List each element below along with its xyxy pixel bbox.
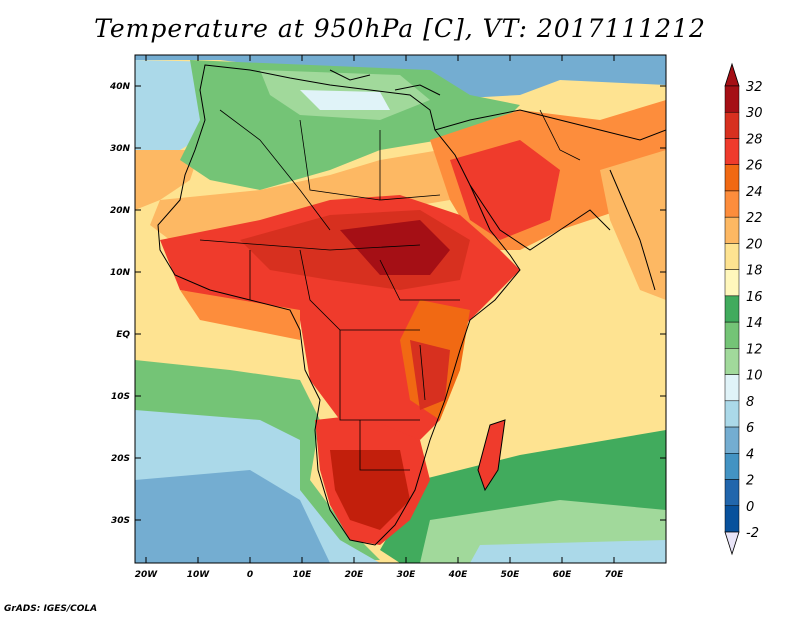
colorbar-swatch — [724, 321, 740, 349]
y-tick-label: 40N — [109, 82, 131, 92]
colorbar-swatch — [724, 400, 740, 428]
y-tick-label: 10N — [110, 268, 131, 278]
x-tick-label: 10E — [293, 570, 313, 580]
colorbar-label: 6 — [746, 421, 754, 436]
colorbar-label: 26 — [746, 159, 763, 174]
temperature-field — [135, 55, 666, 563]
y-tick-label: 10S — [111, 392, 130, 402]
colorbar-label: 10 — [746, 369, 763, 384]
colorbar-swatch — [724, 505, 740, 533]
plot-frame — [134, 54, 667, 564]
colorbar-label: 12 — [746, 342, 763, 357]
colorbar-label: 28 — [746, 132, 763, 147]
colorbar-label: 24 — [746, 185, 763, 200]
colorbar-swatch — [724, 243, 740, 270]
colorbar-bottom-arrow — [724, 531, 740, 556]
x-tick-label: 0 — [247, 570, 253, 580]
y-tick-label: EQ — [116, 330, 130, 340]
x-tick-label: 20W — [135, 570, 159, 580]
colorbar-label: 30 — [746, 106, 763, 121]
colorbar-swatch — [724, 374, 740, 402]
x-tick-label: 50E — [501, 570, 521, 580]
colorbar-label: 32 — [746, 80, 763, 95]
y-tick-label: 20N — [110, 206, 131, 216]
colorbar-swatch — [724, 111, 740, 139]
colorbar-swatch — [724, 295, 740, 323]
colorbar-label: 0 — [746, 500, 754, 515]
colorbar-label: -2 — [746, 526, 759, 541]
colorbar-label: 16 — [746, 290, 763, 305]
x-tick-label: 60E — [553, 570, 573, 580]
colorbar-label: 14 — [746, 316, 763, 331]
map-title: Temperature at 950hPa [C], VT: 201711121… — [94, 14, 706, 43]
y-tick-label: 30N — [110, 144, 131, 154]
colorbar-label: 8 — [746, 395, 754, 410]
y-axis: 40N 30N 20N 10N EQ 10S 20S 30S — [109, 82, 666, 526]
colorbar-swatch — [724, 216, 740, 244]
x-tick-label: 10W — [187, 570, 211, 580]
colorbar-label: 22 — [746, 211, 763, 226]
coastlines — [157, 64, 666, 546]
x-tick-label: 70E — [605, 570, 625, 580]
colorbar-swatch — [724, 164, 740, 192]
colorbar-label: 4 — [746, 447, 754, 462]
y-tick-label: 20S — [111, 454, 130, 464]
colorbar-swatch — [724, 190, 740, 218]
country-borders — [199, 109, 581, 471]
colorbar-swatch — [724, 426, 740, 454]
colorbar-swatch — [724, 453, 740, 480]
x-tick-label: 40E — [448, 570, 469, 580]
credit-text: GrADS: IGES/COLA — [4, 604, 98, 614]
x-tick-label: 30E — [397, 570, 417, 580]
colorbar-swatch — [724, 479, 740, 507]
colorbar-top-arrow — [724, 62, 740, 87]
colorbar-swatch — [724, 348, 740, 375]
colorbar-label: 20 — [746, 237, 763, 252]
colorbar-swatch — [724, 85, 740, 113]
y-tick-label: 30S — [111, 516, 130, 526]
colorbar-swatch — [724, 138, 740, 165]
colorbar-label: 2 — [746, 474, 754, 489]
colorbar-swatch — [724, 269, 740, 297]
x-axis: 20W 10W 0 10E 20E 30E 40E 50E 60E 70E — [135, 55, 624, 580]
colorbar-label: 18 — [746, 264, 763, 279]
x-tick-label: 20E — [345, 570, 365, 580]
